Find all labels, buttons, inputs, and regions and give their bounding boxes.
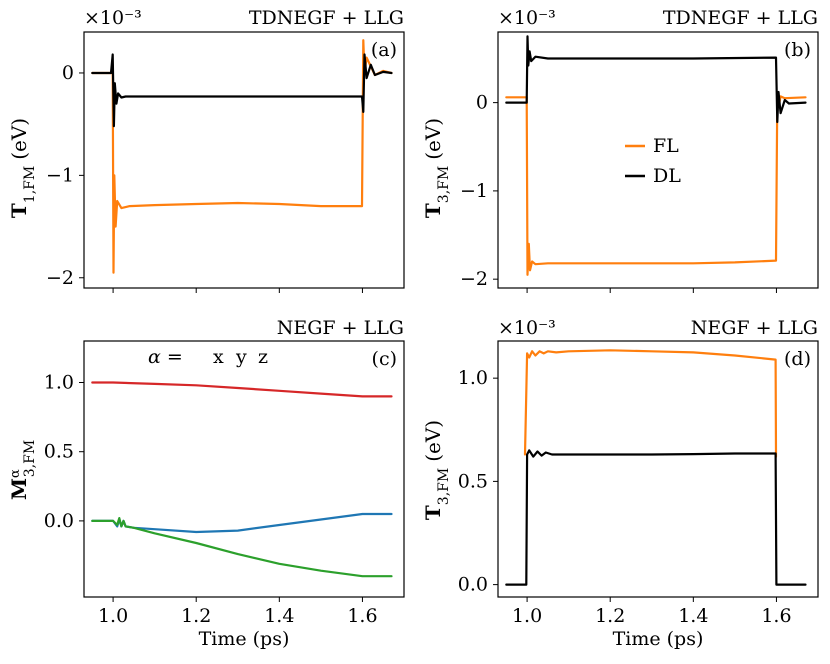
panel-c-plot-area	[91, 381, 393, 578]
panel-a-series-dl	[91, 53, 393, 128]
panel-b-legend: FL DL	[625, 135, 681, 187]
panel-b-label: (b)	[784, 39, 811, 61]
panel-d: ×10⁻³ NEGF + LLG T3,FM(eV) 1.0 1.2 1.4 1.61…	[421, 317, 819, 650]
panel-d-title: NEGF + LLG	[691, 317, 818, 339]
panel-a-ytick-label: −2	[46, 267, 74, 289]
panel-c-xlabel: Time (ps)	[199, 628, 290, 650]
panel-c: NEGF + LLG Mα3,FM 1.0 1.2 1.4 1.61.00.50.0 …	[7, 317, 405, 650]
panel-a-series-fl	[91, 39, 393, 274]
legend-fl-label: FL	[653, 135, 679, 157]
panel-c-ytick-label: 0.5	[44, 441, 74, 463]
panel-d-xlabel: Time (ps)	[613, 628, 704, 650]
panel-c-ticks: 1.0 1.2 1.4 1.6 1.0 0.5 0.0	[44, 372, 378, 627]
panel-d-ytick-label: 0.0	[458, 574, 488, 596]
panel-d-xtick-label: 1.2	[595, 605, 625, 627]
panel-d-ytick-label: 1.0	[458, 367, 488, 389]
panel-d-xtick-label: 1.6	[761, 605, 791, 627]
panel-d-ylabel: T3,FM(eV)	[421, 420, 452, 520]
panel-a-title: TDNEGF + LLG	[249, 7, 404, 29]
panel-a-ylabel: T1,FM(eV)	[7, 118, 38, 218]
panel-c-xtick-label: 1.2	[181, 605, 211, 627]
panel-a-axes-frame	[83, 31, 405, 289]
panel-c-ylabel: Mα3,FM	[7, 440, 38, 500]
legend-z-label: z	[258, 346, 268, 368]
panel-a-label: (a)	[371, 39, 397, 61]
panel-b-ytick-label: −1	[460, 180, 488, 202]
panel-a-ticks: 0 −1 −2	[46, 62, 363, 293]
panel-b: ×10⁻³ TDNEGF + LLG T3,FM(eV) 0 −1 −2 (b) F…	[421, 7, 819, 293]
panel-b-axes-frame	[497, 31, 819, 289]
panel-d-series-fl	[523, 349, 778, 458]
panel-b-ticks: 0 −1 −2	[460, 92, 777, 293]
panel-b-ytick-label: 0	[476, 92, 488, 114]
panel-c-legend: α = x y z	[148, 346, 268, 368]
panel-d-ytick-label: 0.5	[458, 470, 488, 492]
panel-a: ×10⁻³ TDNEGF + LLG T1,FM(eV) 0 −1 −2 (a)	[7, 7, 405, 293]
legend-alpha-prefix: α =	[148, 346, 183, 368]
panel-c-series-y	[91, 516, 393, 578]
panel-d-multiplier: ×10⁻³	[498, 317, 556, 339]
panel-a-ytick-label: −1	[46, 164, 74, 186]
panel-d-plot-area	[505, 349, 807, 586]
panel-b-multiplier: ×10⁻³	[498, 7, 556, 29]
panel-a-ytick-label: 0	[62, 62, 74, 84]
legend-dl-label: DL	[653, 165, 681, 187]
panel-c-series-z	[91, 381, 393, 398]
panel-b-plot-area	[505, 35, 807, 276]
panel-c-xtick-label: 1.6	[347, 605, 377, 627]
panel-a-multiplier: ×10⁻³	[84, 7, 142, 29]
panel-b-ytick-label: −2	[460, 268, 488, 290]
panel-c-xtick-label: 1.4	[264, 605, 294, 627]
panel-d-axes-frame	[497, 340, 819, 598]
panel-d-label: (d)	[784, 348, 811, 370]
panel-b-ylabel: T3,FM(eV)	[421, 118, 452, 218]
panel-a-plot-area	[91, 39, 393, 274]
panel-c-axes-frame	[83, 340, 405, 598]
panel-d-xtick-label: 1.4	[678, 605, 708, 627]
panel-d-series-dl	[505, 449, 807, 586]
panel-d-xtick-label: 1.0	[512, 605, 542, 627]
legend-y-label: y	[235, 346, 247, 368]
panel-c-title: NEGF + LLG	[277, 317, 404, 339]
panel-c-ytick-label: 0.0	[44, 510, 74, 532]
legend-x-label: x	[213, 346, 224, 368]
panel-b-title: TDNEGF + LLG	[663, 7, 818, 29]
panel-b-series-dl	[505, 35, 807, 124]
panel-d-ticks: 1.0 1.2 1.4 1.6 1.0 0.5 0.0	[458, 367, 792, 627]
panel-c-label: (c)	[372, 348, 397, 370]
panel-c-ytick-label: 1.0	[44, 372, 74, 394]
panel-c-xtick-label: 1.0	[98, 605, 128, 627]
